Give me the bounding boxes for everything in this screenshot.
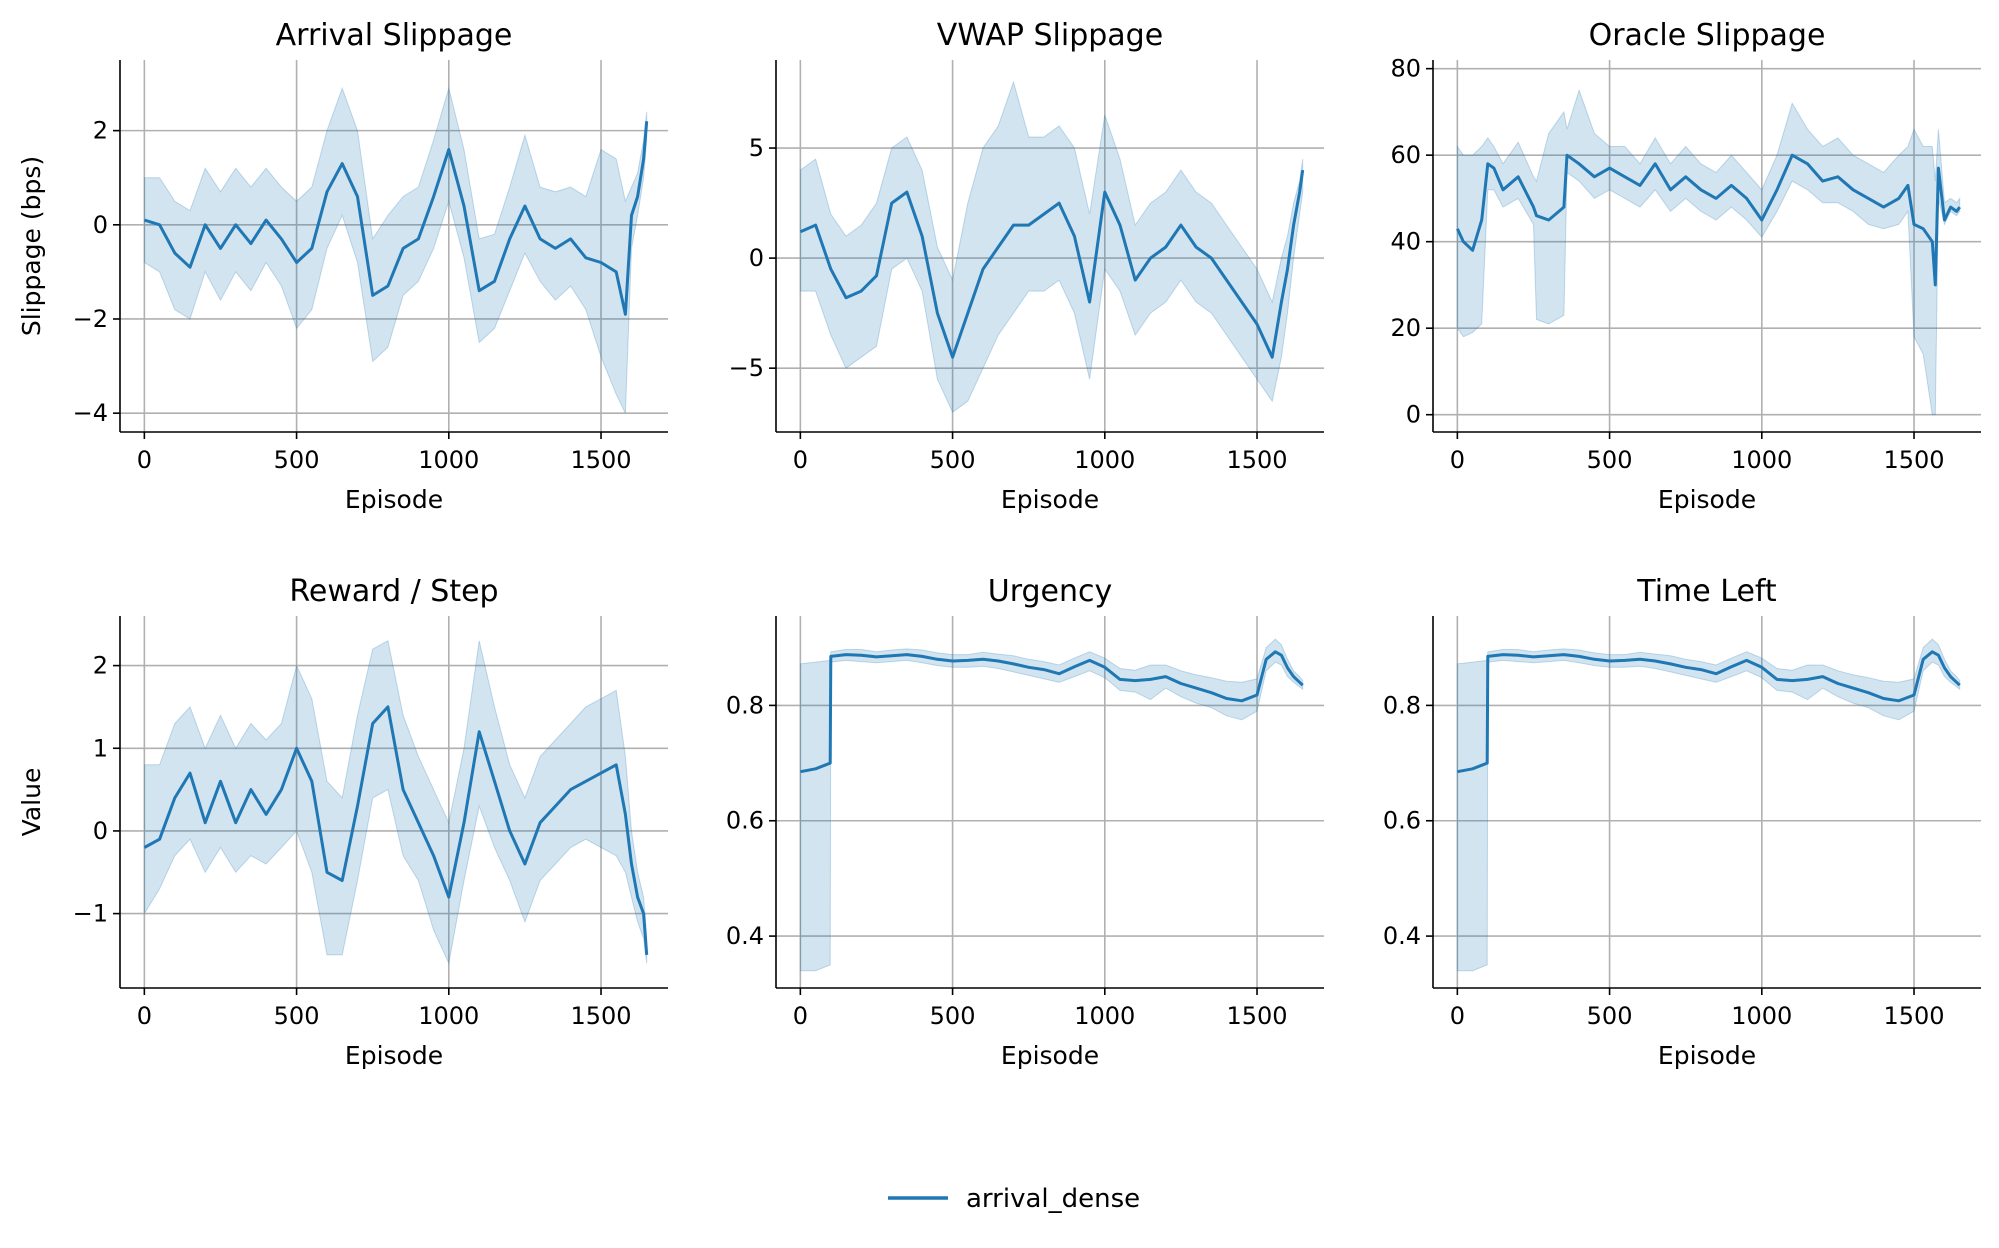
series-band-arrival_dense bbox=[799, 80, 1304, 413]
x-tick-label: 500 bbox=[930, 1002, 976, 1030]
y-tick-label: 40 bbox=[1390, 228, 1421, 256]
y-tick-label: 1 bbox=[93, 734, 108, 762]
y-tick-label: 80 bbox=[1390, 55, 1421, 83]
x-tick-label: 1500 bbox=[570, 446, 631, 474]
y-tick-label: 0.6 bbox=[1383, 807, 1421, 835]
x-tick-label: 0 bbox=[137, 446, 152, 474]
x-tick-label: 1000 bbox=[1731, 446, 1792, 474]
chart-title: Oracle Slippage bbox=[1589, 18, 1826, 53]
x-tick-label: 1500 bbox=[1226, 1002, 1287, 1030]
y-tick-label: 2 bbox=[93, 117, 108, 145]
series-line-arrival_dense bbox=[800, 650, 1304, 774]
y-tick-label: 0 bbox=[93, 211, 108, 239]
legend: arrival_dense bbox=[888, 1184, 1140, 1214]
x-tick-label: 1500 bbox=[570, 1002, 631, 1030]
chart-title: Reward / Step bbox=[289, 574, 498, 609]
x-axis-label: Episode bbox=[345, 1041, 443, 1070]
y-tick-label: 0 bbox=[93, 817, 108, 845]
x-tick-label: 0 bbox=[793, 446, 808, 474]
x-tick-label: 1000 bbox=[418, 1002, 479, 1030]
y-tick-label: 60 bbox=[1390, 141, 1421, 169]
y-tick-label: 5 bbox=[749, 134, 764, 162]
y-tick-label: 2 bbox=[93, 652, 108, 680]
series-band-arrival_dense bbox=[799, 638, 1304, 972]
x-tick-label: 1500 bbox=[1226, 446, 1287, 474]
y-tick-label: −4 bbox=[73, 399, 108, 427]
x-axis-label: Episode bbox=[1001, 1041, 1099, 1070]
subplot-6: 0 500 1000 1500 0.4 0.6 0.8 Time Left Episode bbox=[1383, 574, 1981, 1070]
y-tick-label: 0 bbox=[749, 244, 764, 272]
series-line-arrival_dense bbox=[143, 705, 649, 956]
y-tick-label: 0.8 bbox=[1383, 691, 1421, 719]
chart-title: Urgency bbox=[988, 574, 1113, 609]
x-tick-label: 500 bbox=[1587, 446, 1633, 474]
x-tick-label: 0 bbox=[793, 1002, 808, 1030]
x-tick-label: 0 bbox=[1450, 446, 1465, 474]
series-band-arrival_dense bbox=[143, 640, 648, 965]
series-band-arrival_dense bbox=[1456, 638, 1961, 972]
y-tick-label: 0.6 bbox=[726, 807, 764, 835]
subplot-5: 0 500 1000 1500 0.4 0.6 0.8 Urgency Episode bbox=[726, 574, 1324, 1070]
y-tick-label: 20 bbox=[1390, 314, 1421, 342]
series-line-arrival_dense bbox=[143, 121, 649, 316]
x-tick-label: 500 bbox=[1587, 1002, 1633, 1030]
x-tick-label: 1000 bbox=[1074, 1002, 1135, 1030]
x-axis-label: Episode bbox=[1658, 485, 1756, 514]
chart-title: Arrival Slippage bbox=[276, 18, 513, 53]
y-tick-label: −2 bbox=[73, 305, 108, 333]
x-axis-label: Episode bbox=[345, 485, 443, 514]
legend-label-arrival-dense: arrival_dense bbox=[966, 1184, 1140, 1214]
x-tick-label: 500 bbox=[274, 1002, 320, 1030]
y-tick-label: 0.8 bbox=[726, 691, 764, 719]
subplot-1: 0 500 1000 1500 −4 −2 0 2 Arrival Slippage Episod… bbox=[17, 18, 668, 514]
chart-title: Time Left bbox=[1636, 574, 1777, 609]
y-tick-label: 0.4 bbox=[726, 922, 764, 950]
x-axis-label: Episode bbox=[1001, 485, 1099, 514]
x-tick-label: 500 bbox=[274, 446, 320, 474]
x-tick-label: 0 bbox=[137, 1002, 152, 1030]
x-tick-label: 0 bbox=[1450, 1002, 1465, 1030]
chart-title: VWAP Slippage bbox=[937, 18, 1163, 53]
x-tick-label: 1000 bbox=[418, 446, 479, 474]
x-tick-label: 500 bbox=[930, 446, 976, 474]
subplot-4: 0 500 1000 1500 −1 0 1 2 Reward / Step Episode Val… bbox=[17, 574, 668, 1070]
x-tick-label: 1000 bbox=[1074, 446, 1135, 474]
x-axis-label: Episode bbox=[1658, 1041, 1756, 1070]
y-tick-label: −5 bbox=[729, 354, 764, 382]
subplot-3: 0 500 1000 1500 0 20 40 60 80 Oracle Slippage Epis… bbox=[1390, 18, 1981, 514]
subplot-2: 0 500 1000 1500 −5 0 5 VWAP Slippage Episode bbox=[729, 18, 1324, 514]
series-line-arrival_dense bbox=[1456, 153, 1961, 287]
series-line-arrival_dense bbox=[799, 169, 1305, 359]
x-tick-label: 1500 bbox=[1883, 1002, 1944, 1030]
series-line-arrival_dense bbox=[1457, 650, 1961, 774]
y-axis-label: Slippage (bps) bbox=[17, 156, 46, 336]
series-band-arrival_dense bbox=[1456, 88, 1961, 416]
series-band-arrival_dense bbox=[143, 86, 648, 414]
x-tick-label: 1000 bbox=[1731, 1002, 1792, 1030]
y-axis-label: Value bbox=[17, 768, 46, 837]
y-tick-label: 0 bbox=[1406, 401, 1421, 429]
y-tick-label: −1 bbox=[73, 900, 108, 928]
y-tick-label: 0.4 bbox=[1383, 922, 1421, 950]
x-tick-label: 1500 bbox=[1883, 446, 1944, 474]
